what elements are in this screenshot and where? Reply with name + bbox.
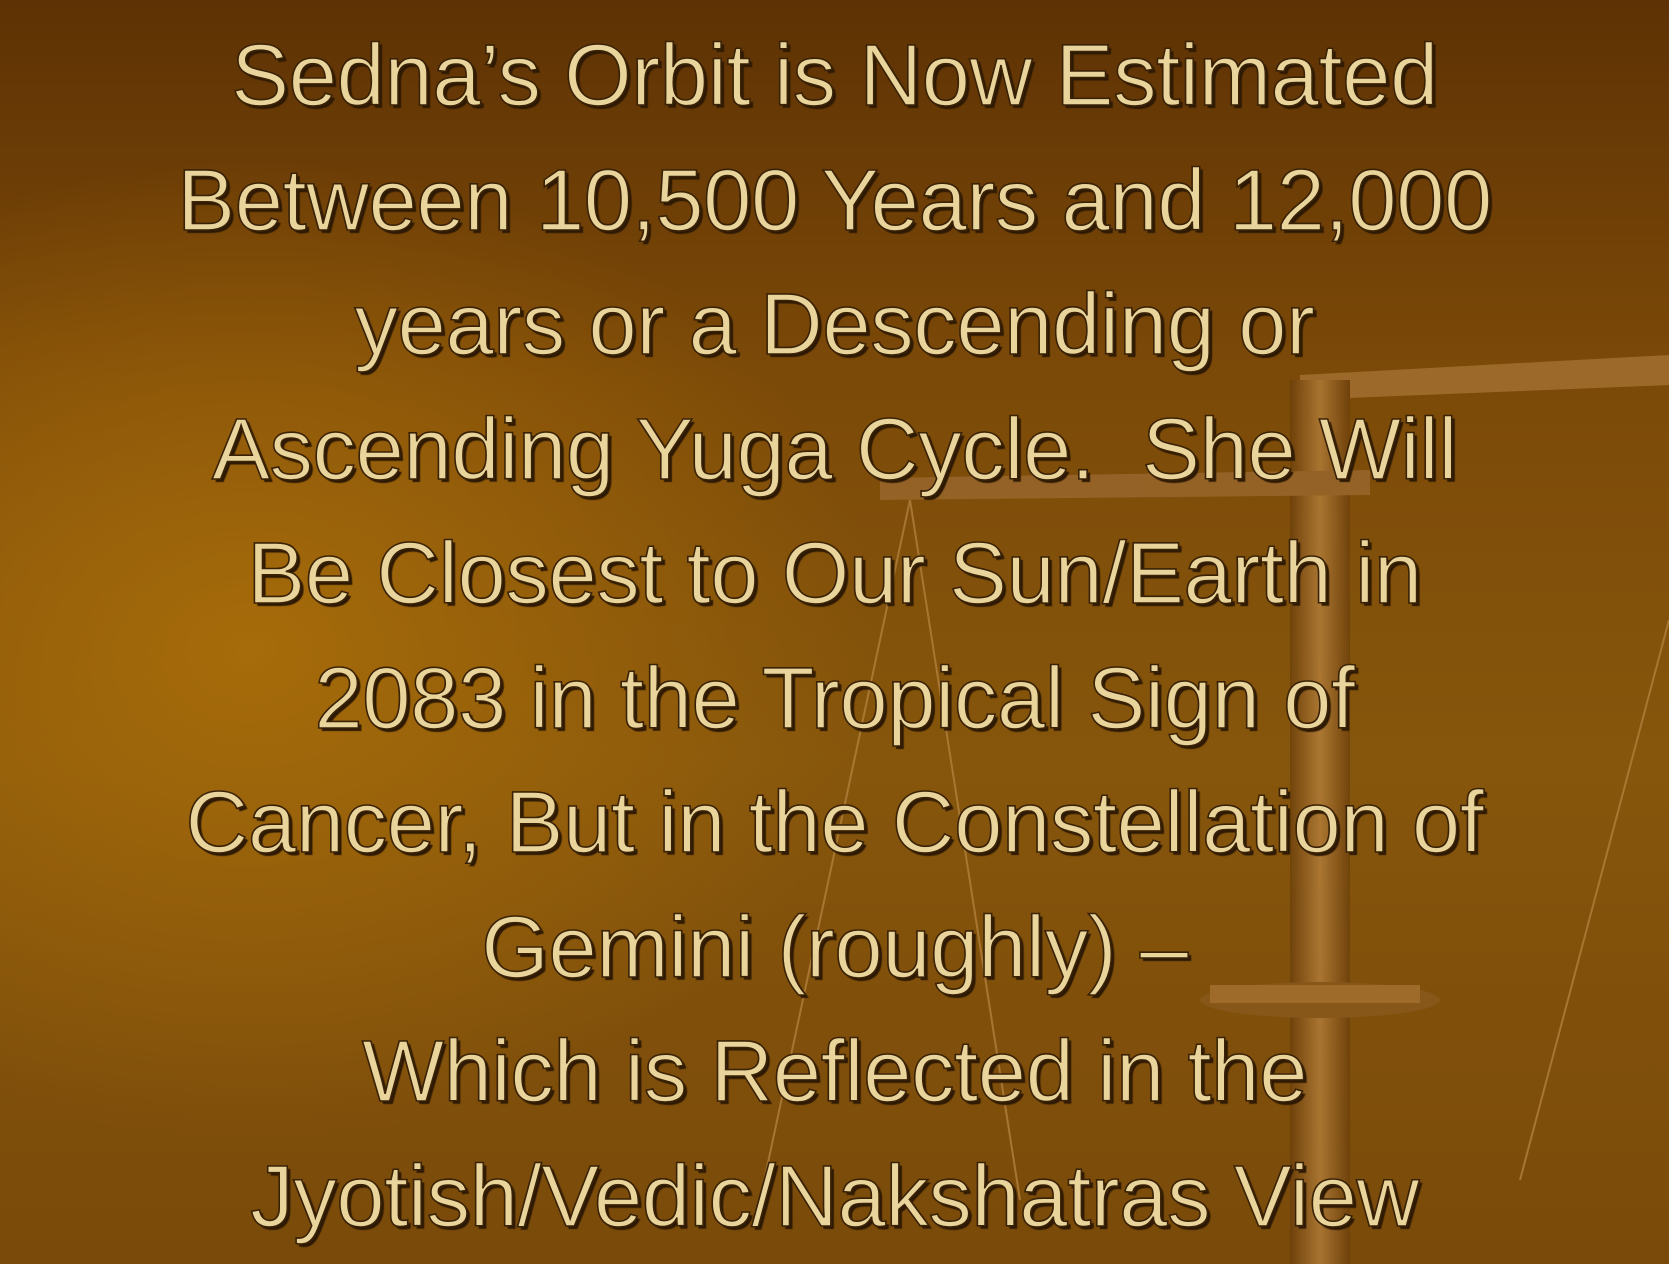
text-line: Which is Reflected in the bbox=[362, 1010, 1307, 1135]
text-line: Jyotish/Vedic/Nakshatras View bbox=[250, 1135, 1419, 1260]
text-line: Ascending Yuga Cycle. She Will bbox=[212, 388, 1457, 513]
text-line: Be Closest to Our Sun/Earth in bbox=[247, 512, 1422, 637]
text-line: Between 10,500 Years and 12,000 bbox=[177, 139, 1492, 264]
text-line: Sedna’s Orbit is Now Estimated bbox=[231, 14, 1438, 139]
slide: Sedna’s Orbit is Now EstimatedBetween 10… bbox=[0, 0, 1669, 1264]
text-line: Gemini (roughly) – bbox=[481, 886, 1188, 1011]
text-line: 2083 in the Tropical Sign of bbox=[314, 637, 1354, 762]
text-line: Cancer, But in the Constellation of bbox=[186, 761, 1484, 886]
text-line: years or a Descending or bbox=[355, 263, 1315, 388]
